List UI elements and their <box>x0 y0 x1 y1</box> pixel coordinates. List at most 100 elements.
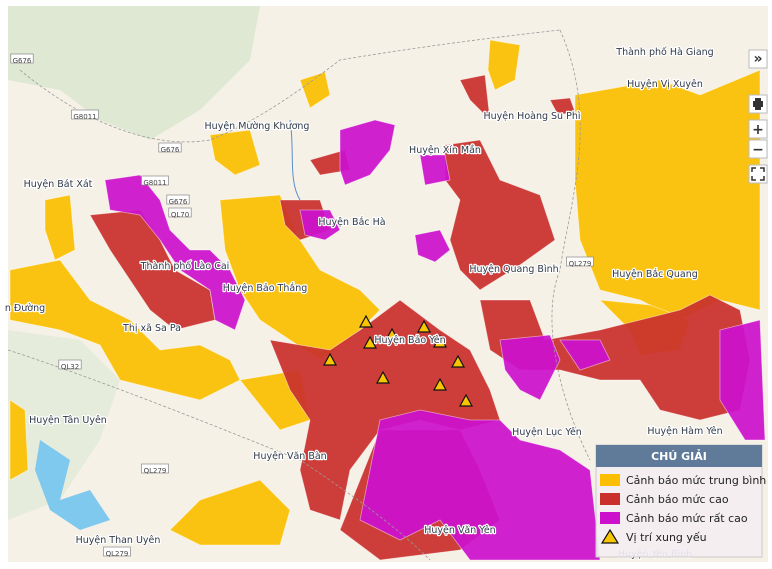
legend-title: CHÚ GIẢI <box>651 449 707 463</box>
legend-label: Vị trí xung yếu <box>626 531 707 544</box>
fullscreen-button[interactable] <box>748 164 768 184</box>
place-label: Huyện Bắc Hà <box>318 217 385 228</box>
lake <box>35 440 110 530</box>
print-icon <box>753 98 763 110</box>
boundary <box>551 29 591 461</box>
hazard-marker <box>432 334 448 348</box>
expand-button[interactable] <box>748 49 768 69</box>
zone <box>444 139 556 291</box>
river <box>289 119 301 201</box>
zone <box>44 194 76 261</box>
zone <box>299 209 341 241</box>
hazard-marker <box>450 354 466 368</box>
road-shield <box>168 207 192 218</box>
road-shield <box>141 463 169 474</box>
terrain <box>8 6 260 140</box>
zone <box>574 69 761 321</box>
warning-zones <box>9 39 766 561</box>
hazard-marker <box>384 327 400 341</box>
zone <box>559 339 611 371</box>
zoom-out-button[interactable] <box>748 139 768 159</box>
zoom-in-button[interactable] <box>748 119 768 139</box>
boundaries <box>7 29 591 561</box>
place-label: Thành phố Hà Giang <box>615 47 713 58</box>
place-label: Huyện Bắc Quang <box>612 269 698 280</box>
place-label: Thành phố Lào Cai <box>140 261 230 272</box>
hazard-marker <box>375 370 391 384</box>
road-label: G676 <box>161 146 180 154</box>
zone <box>549 97 576 116</box>
legend-swatch <box>600 493 620 505</box>
zone <box>339 119 396 186</box>
road-label: QL279 <box>569 260 592 268</box>
hazard-points <box>322 314 474 407</box>
zone <box>9 399 29 481</box>
hazard-marker <box>362 335 378 349</box>
place-label: Huyện Vị Xuyên <box>627 79 703 90</box>
legend-label: Cảnh báo mức trung bình <box>626 474 766 487</box>
place-label: Huyện Bảo Yên <box>374 335 445 346</box>
legend-label: Cảnh báo mức cao <box>626 493 729 506</box>
zone <box>209 129 261 176</box>
place-label: Huyện Bát Xát <box>24 179 93 190</box>
zone <box>719 319 766 441</box>
legend-label: Cảnh báo mức rất cao <box>626 512 748 525</box>
road-shield <box>103 546 131 557</box>
place-label: Huyện Bảo Thắng <box>223 283 308 294</box>
road-label: QL32 <box>61 363 79 371</box>
road-shield <box>10 53 34 64</box>
road-label: QL279 <box>144 467 167 475</box>
zone <box>169 479 291 546</box>
road-shield <box>166 194 190 205</box>
road-shield <box>566 256 594 267</box>
road-shield <box>71 109 99 120</box>
place-label: Huyện Than Uyên <box>76 535 161 546</box>
place-label: Huyện Mường Khương <box>205 121 310 132</box>
place-label: Huyện Tân Uyên <box>29 415 107 426</box>
zone <box>299 71 331 109</box>
zone <box>499 334 561 401</box>
legend-swatch <box>600 512 620 524</box>
zone <box>419 154 451 186</box>
hazard-marker <box>358 314 374 328</box>
road-shield <box>141 175 169 186</box>
legend-swatch <box>600 474 620 486</box>
boundary <box>19 29 561 143</box>
legend: CHÚ GIẢI Cảnh báo mức trung bình Cảnh báo… <box>595 444 766 558</box>
hazard-marker <box>416 319 432 333</box>
hazard-marker <box>322 352 338 366</box>
hazard-marker <box>432 377 448 391</box>
road-label: G8011 <box>143 179 166 187</box>
place-label: Huyện Quang Bình <box>469 264 558 275</box>
zone <box>359 409 601 561</box>
road-shield <box>58 359 82 370</box>
zoom-out-label: − <box>752 142 764 158</box>
place-label: Huyện Hoàng Su Phì <box>484 111 581 122</box>
zone <box>487 39 521 91</box>
road-label: QL70 <box>171 211 189 219</box>
hazard-marker <box>458 393 474 407</box>
road-label: G676 <box>13 57 32 65</box>
road-shield <box>158 142 182 153</box>
legend-swatch <box>600 528 620 544</box>
place-label: Thị xã Sa Pa <box>122 323 181 334</box>
fullscreen-icon <box>751 167 765 181</box>
legend-header <box>596 445 762 467</box>
zone <box>459 74 491 122</box>
place-label: Huyện Văn Bàn <box>253 451 326 462</box>
place-label: Huyện Xín Mần <box>409 145 481 156</box>
place-label: Huyện Hàm Yên <box>647 426 722 437</box>
road-label: G8011 <box>73 113 96 121</box>
place-label: Huyện Lục Yên <box>512 427 582 438</box>
place-label: Huyện Văn Yên <box>424 525 495 536</box>
zone <box>414 229 451 263</box>
place-label: n Đường <box>5 303 45 314</box>
boundary <box>7 349 431 561</box>
zoom-in-label: + <box>752 122 764 138</box>
expand-label: » <box>753 51 762 67</box>
controls: » + − <box>748 49 768 184</box>
road-label: QL279 <box>106 550 129 558</box>
